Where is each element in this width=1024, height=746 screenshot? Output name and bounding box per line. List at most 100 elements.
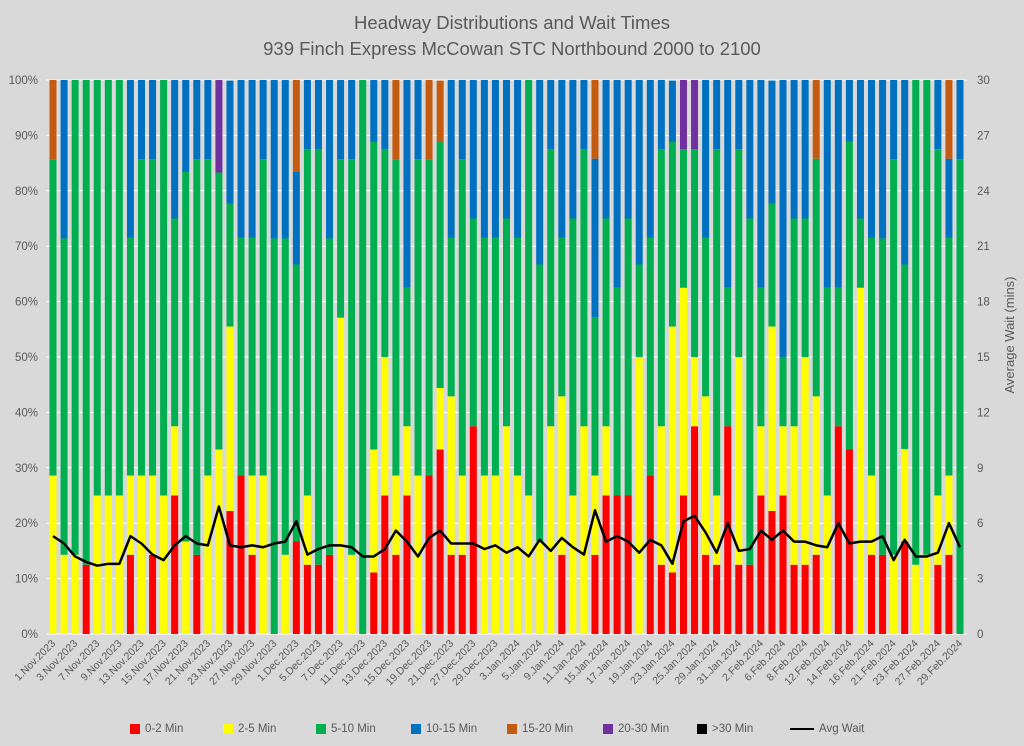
bar-segment-0-2-min [248,554,256,634]
bar-stack [702,80,710,634]
bar-stack [60,80,68,634]
bar-segment-5-10-min [237,237,245,476]
bar-stack [126,80,134,634]
y2-tick-label: 12 [977,407,990,419]
y2-tick-label: 0 [977,629,983,641]
bar-segment-0-2-min [613,495,621,634]
bar-segment-15-20-min [392,80,400,160]
bar-stack [171,80,179,634]
bar-segment-10-15-min [945,158,953,238]
bar-segment-5-10-min [591,317,599,476]
bar-stack [115,80,123,634]
bar-segment-5-10-min [215,172,223,450]
bar-stack [259,80,267,634]
bar-segment-2-5-min [182,541,190,634]
bar-segment-2-5-min [458,475,466,555]
legend-label: 15-20 Min [522,723,574,735]
y-tick-label: 20% [15,518,38,530]
bar-segment-5-10-min [812,158,820,397]
bar-segment-10-15-min [536,80,544,265]
bar-segment-10-15-min [126,80,134,238]
bar-segment-2-5-min [403,426,411,496]
bar-segment-0-2-min [901,541,909,634]
bar-segment-5-10-min [60,238,68,555]
legend-swatch [223,724,233,734]
bar-segment-0-2-min [812,554,820,634]
bar-segment-5-10-min [679,149,687,288]
legend-label: 0-2 Min [145,723,184,735]
bar-segment-10-15-min [724,80,732,288]
legend-item: 0-2 Min [130,723,183,735]
bar-segment-2-5-min [381,357,389,496]
bar-segment-2-5-min [668,326,676,573]
bar-segment-2-5-min [137,475,145,634]
bar-segment-5-10-min [71,80,79,555]
bar-segment-10-15-min [403,80,411,288]
bar-segment-5-10-min [414,159,422,476]
bar-segment-0-2-min [746,564,754,634]
bar-segment-10-15-min [381,80,389,150]
bar-stack [890,80,898,634]
legend-item: 5-10 Min [316,723,376,735]
bar-segment-5-10-min [93,80,101,496]
bar-segment-15-20-min [812,80,820,159]
bar-segment-10-15-min [281,80,289,239]
bar-segment-2-5-min [348,554,356,634]
bar-segment-5-10-min [425,159,433,476]
bar-stack [668,80,676,634]
bar-segment-0-2-min [126,554,134,634]
bar-segment-20-30-min [691,80,699,150]
bar-stack [326,80,334,634]
bar-stack [480,80,488,634]
bar-segment-0-2-min [458,554,466,634]
bar-segment-10-15-min [226,80,234,204]
bar-segment-5-10-min [569,218,577,496]
bar-segment-0-2-min [370,572,378,634]
bar-segment-2-5-min [436,388,444,450]
bar-segment-5-10-min [547,149,555,427]
bar-segment-2-5-min [691,357,699,427]
bar-segment-5-10-min [834,287,842,427]
bar-segment-2-5-min [337,317,345,634]
bar-segment-5-10-min [226,203,234,327]
bar-segment-10-15-min [137,80,145,160]
bar-segment-5-10-min [303,149,311,496]
bar-segment-2-5-min [480,475,488,634]
bar-segment-10-15-min [558,80,566,238]
bar-stack [956,80,964,635]
bar-segment-15-20-min [49,80,57,160]
legend-item: 2-5 Min [223,723,276,735]
bar-segment-5-10-min [104,80,112,496]
bar-segment-10-15-min [469,80,477,219]
x-axis: 1.Nov.20233.Nov.20237.Nov.20239.Nov.2023… [12,638,965,689]
bar-segment-2-5-min [370,449,378,573]
bar-segment-10-15-min [845,80,853,142]
bar-segment-10-15-min [868,80,876,238]
avg-wait-line-group [52,505,962,567]
bar-stack [879,80,887,634]
y2-tick-label: 15 [977,352,990,364]
bar-segment-0-2-min [591,554,599,634]
bar-stack [303,80,311,634]
bar-segment-2-5-min [525,495,533,634]
bar-stack [591,80,599,634]
bar-segment-5-10-min [126,237,134,476]
bar-segment-2-5-min [580,426,588,634]
bar-segment-10-15-min [746,80,754,219]
bar-segment-5-10-min [801,218,809,357]
bar-stack [790,80,798,634]
bar-stack [193,80,201,634]
bar-segment-2-5-min [49,475,57,634]
bar-segment-0-2-min [668,572,676,634]
bar-stack [801,80,809,634]
bar-segment-5-10-min [171,218,179,427]
y-axis-left: 0% 10% 20% 30% 40% 50% 60% 70% 80% 90% 100% [9,75,38,641]
bar-segment-5-10-min [137,159,145,476]
bar-stack [149,80,157,634]
bar-segment-5-10-min [956,159,964,635]
y-tick-label: 100% [9,75,38,87]
y2-tick-label: 6 [977,518,983,530]
bar-segment-10-15-min [503,80,510,219]
y2-tick-label: 24 [977,186,990,198]
bar-segment-2-5-min [536,541,544,634]
